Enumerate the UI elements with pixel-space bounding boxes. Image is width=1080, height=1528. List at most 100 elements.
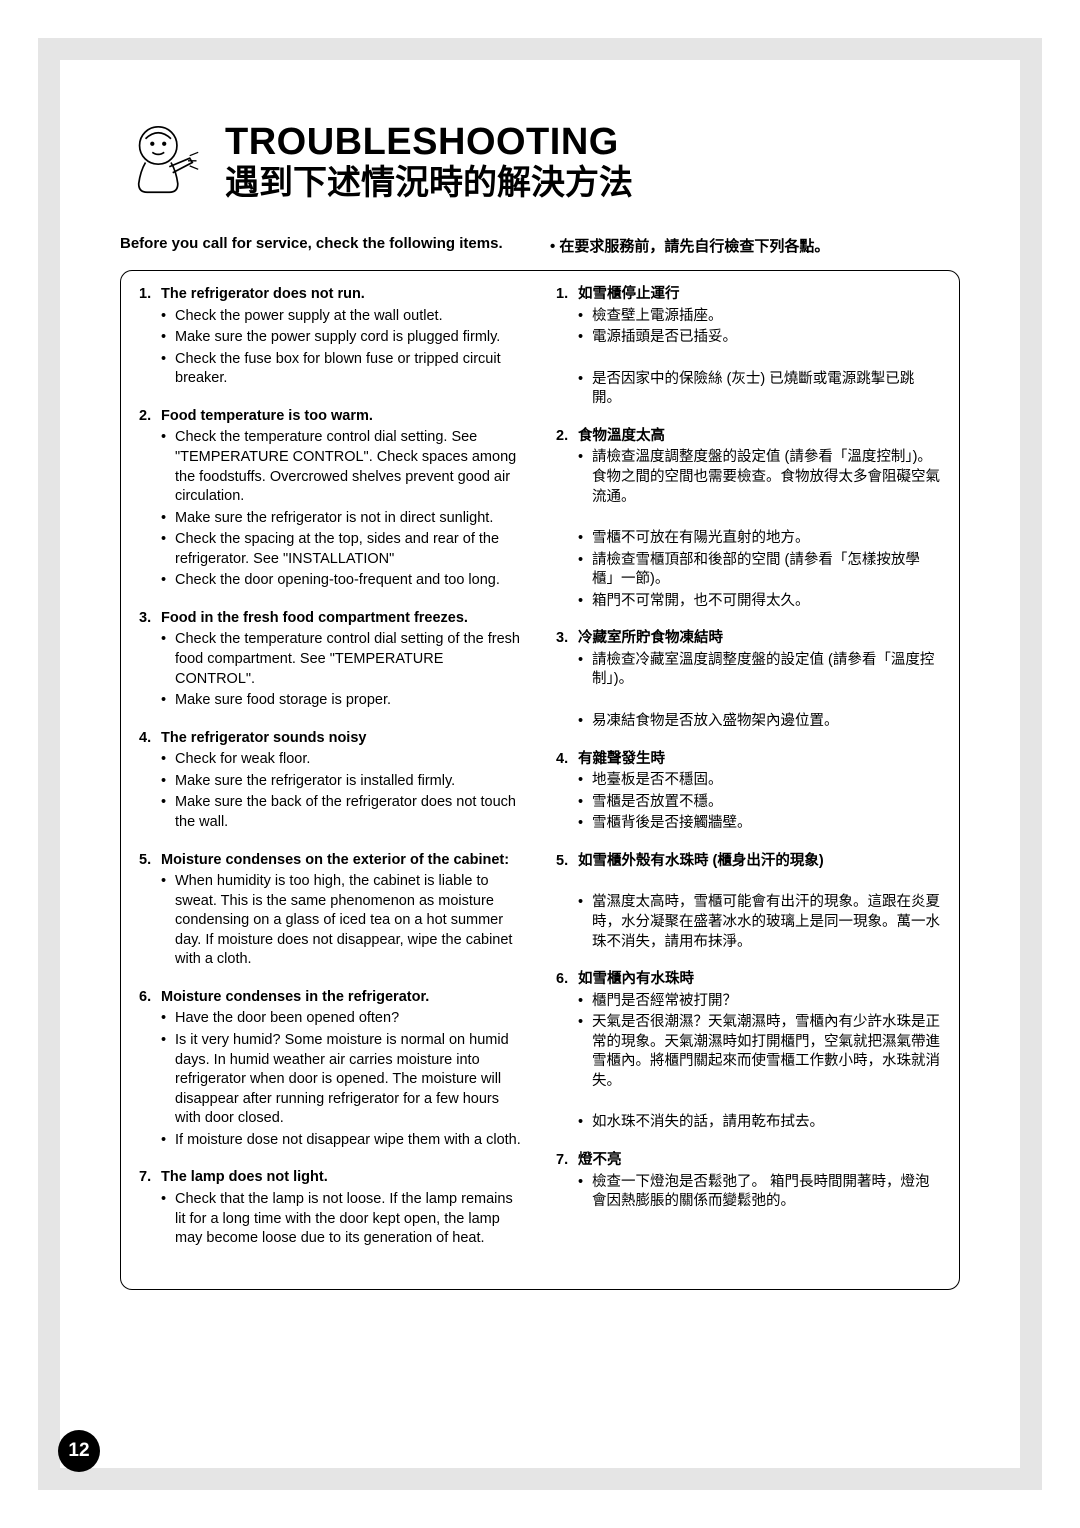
bullet-text: Check the temperature control dial setti… [175,630,524,689]
bullet: •Check the door opening-too-frequent and… [161,571,524,591]
bullet-text: Check the fuse box for blown fuse or tri… [175,350,524,389]
bullet-mark: • [578,1173,592,1212]
bullet-text: 請檢查溫度調整度盤的設定值 (請參看「溫度控制」)。食物之間的空間也需要檢查。食… [592,448,941,507]
troubleshooting-item: 7.燈不亮•檢查一下燈泡是否鬆弛了。 箱門長時間開著時，燈泡會因熱膨脹的關係而變… [556,1151,941,1212]
troubleshooting-item: 4.The refrigerator sounds noisy•Check fo… [139,729,524,833]
item-title: 6.如雪櫃內有水珠時 [556,970,941,990]
title-english: TROUBLESHOOTING [225,123,960,161]
item-title: 2.食物溫度太高 [556,427,941,447]
bullet: •易凍結食物是否放入盛物架內邊位置。 [578,712,941,732]
item-title: 5.Moisture condenses on the exterior of … [139,851,524,871]
item-title: 3.Food in the fresh food compartment fre… [139,609,524,629]
bullet-mark: • [578,551,592,590]
item-title-text: Moisture condenses on the exterior of th… [161,851,524,871]
bullet-text: Make sure food storage is proper. [175,691,524,711]
bullet [578,350,941,368]
bullet: •Make sure the back of the refrigerator … [161,793,524,832]
item-number: 1. [556,285,578,305]
bullet-text: Make sure the power supply cord is plugg… [175,328,524,348]
bullet-mark: • [161,530,175,569]
bullet: •是否因家中的保險絲 (灰士) 已燒斷或電源跳掣已跳開。 [578,370,941,409]
bullet: •雪櫃不可放在有陽光直射的地方。 [578,529,941,549]
troubleshooting-item: 3.冷藏室所貯食物凍結時•請檢查冷藏室溫度調整度盤的設定值 (請參看「溫度控制」… [556,629,941,731]
bullet-text: 電源插頭是否已插妥。 [592,328,941,348]
bullet: •Check the fuse box for blown fuse or tr… [161,350,524,389]
bullet-list: •地臺板是否不穩固。•雪櫃是否放置不穩。•雪櫃背後是否接觸牆壁。 [578,771,941,834]
bullet-list: •櫃門是否經常被打開？•天氣是否很潮濕？天氣潮濕時，雪櫃內有少許水珠是正常的現象… [578,992,941,1133]
bullet-mark: • [578,307,592,327]
title-chinese: 遇到下述情況時的解決方法 [225,165,960,202]
intro-english: Before you call for service, check the f… [120,235,530,256]
bullet-text: 易凍結食物是否放入盛物架內邊位置。 [592,712,941,732]
bullet-list: •Check the temperature control dial sett… [161,630,524,710]
bullet-text [592,692,941,710]
bullet-text: 請檢查冷藏室溫度調整度盤的設定值 (請參看「溫度控制」)。 [592,651,941,690]
bullet-mark: • [578,448,592,507]
bullet-text: If moisture dose not disappear wipe them… [175,1131,524,1151]
bullet: •當濕度太高時，雪櫃可能會有出汗的現象。這跟在炎夏時，水分凝聚在盛著冰水的玻璃上… [578,893,941,952]
bullet-mark: • [578,1113,592,1133]
bullet-text: Make sure the refrigerator is installed … [175,772,524,792]
intro-row: Before you call for service, check the f… [120,235,960,256]
item-title: 3.冷藏室所貯食物凍結時 [556,629,941,649]
item-title-text: 如雪櫃停止運行 [578,285,941,305]
bullet-text: Check the spacing at the top, sides and … [175,530,524,569]
bullet-list: •檢查一下燈泡是否鬆弛了。 箱門長時間開著時，燈泡會因熱膨脹的關係而變鬆弛的。 [578,1173,941,1212]
bullet [578,873,941,891]
bullet-mark: • [161,1031,175,1129]
bullet: •檢查壁上電源插座。 [578,307,941,327]
bullet-text: 雪櫃不可放在有陽光直射的地方。 [592,529,941,549]
bullet-mark: • [578,370,592,409]
bullet: •如水珠不消失的話，請用乾布拭去。 [578,1113,941,1133]
person-pointing-icon [120,120,205,205]
bullet-list: •Check the power supply at the wall outl… [161,307,524,389]
troubleshooting-item: 2.Food temperature is too warm. •Check th… [139,407,524,591]
bullet-text [592,1093,941,1111]
item-title-text: 如雪櫃內有水珠時 [578,970,941,990]
bullet-text: Check the power supply at the wall outle… [175,307,524,327]
item-number: 7. [139,1168,161,1188]
bullet-mark: • [161,691,175,711]
troubleshooting-item: 6.如雪櫃內有水珠時•櫃門是否經常被打開？•天氣是否很潮濕？天氣潮濕時，雪櫃內有… [556,970,941,1133]
bullet-mark: • [578,893,592,952]
left-column: 1.The refrigerator does not run.•Check t… [139,285,524,1267]
bullet-list: •When humidity is too high, the cabinet … [161,872,524,970]
bullet: •Have the door been opened often? [161,1009,524,1029]
item-number: 6. [556,970,578,990]
bullet: •檢查一下燈泡是否鬆弛了。 箱門長時間開著時，燈泡會因熱膨脹的關係而變鬆弛的。 [578,1173,941,1212]
bullet-list: •檢查壁上電源插座。•電源插頭是否已插妥。•是否因家中的保險絲 (灰士) 已燒斷… [578,307,941,409]
bullet: •Is it very humid? Some moisture is norm… [161,1031,524,1129]
item-title: 6.Moisture condenses in the refrigerator… [139,988,524,1008]
bullet-mark: • [161,328,175,348]
bullet: •地臺板是否不穩固。 [578,771,941,791]
troubleshooting-item: 1.The refrigerator does not run.•Check t… [139,285,524,389]
bullet-text: 請檢查雪櫃頂部和後部的空間 (請參看「怎樣按放學櫃」一節)。 [592,551,941,590]
bullet-text [592,509,941,527]
bullet-text: 檢查一下燈泡是否鬆弛了。 箱門長時間開著時，燈泡會因熱膨脹的關係而變鬆弛的。 [592,1173,941,1212]
bullet-list: •Check that the lamp is not loose. If th… [161,1190,524,1249]
troubleshooting-item: 6.Moisture condenses in the refrigerator… [139,988,524,1151]
bullet-mark: • [161,1131,175,1151]
item-number: 4. [139,729,161,749]
bullet-text: 雪櫃是否放置不穩。 [592,793,941,813]
bullet-text: 是否因家中的保險絲 (灰士) 已燒斷或電源跳掣已跳開。 [592,370,941,409]
bullet-mark: • [578,814,592,834]
bullet: •天氣是否很潮濕？天氣潮濕時，雪櫃內有少許水珠是正常的現象。天氣潮濕時如打開櫃門… [578,1013,941,1091]
bullet: •Check the power supply at the wall outl… [161,307,524,327]
bullet-mark: • [578,793,592,813]
item-title: 1.如雪櫃停止運行 [556,285,941,305]
item-title: 2.Food temperature is too warm. [139,407,524,427]
page-number: 12 [68,1440,89,1462]
bullet: •When humidity is too high, the cabinet … [161,872,524,970]
bullet [578,1093,941,1111]
bullet-mark: • [161,630,175,689]
item-title-text: 如雪櫃外殼有水珠時 (櫃身出汗的現象) [578,852,941,872]
bullet: •箱門不可常開，也不可開得太久。 [578,592,941,612]
bullet-mark: • [161,872,175,970]
bullet-text: When humidity is too high, the cabinet i… [175,872,524,970]
bullet-mark: • [161,571,175,591]
item-title-text: 食物溫度太高 [578,427,941,447]
bullet-list: •請檢查冷藏室溫度調整度盤的設定值 (請參看「溫度控制」)。•易凍結食物是否放入… [578,651,941,732]
bullet: •請檢查雪櫃頂部和後部的空間 (請參看「怎樣按放學櫃」一節)。 [578,551,941,590]
bullet: •Make sure the refrigerator is not in di… [161,509,524,529]
